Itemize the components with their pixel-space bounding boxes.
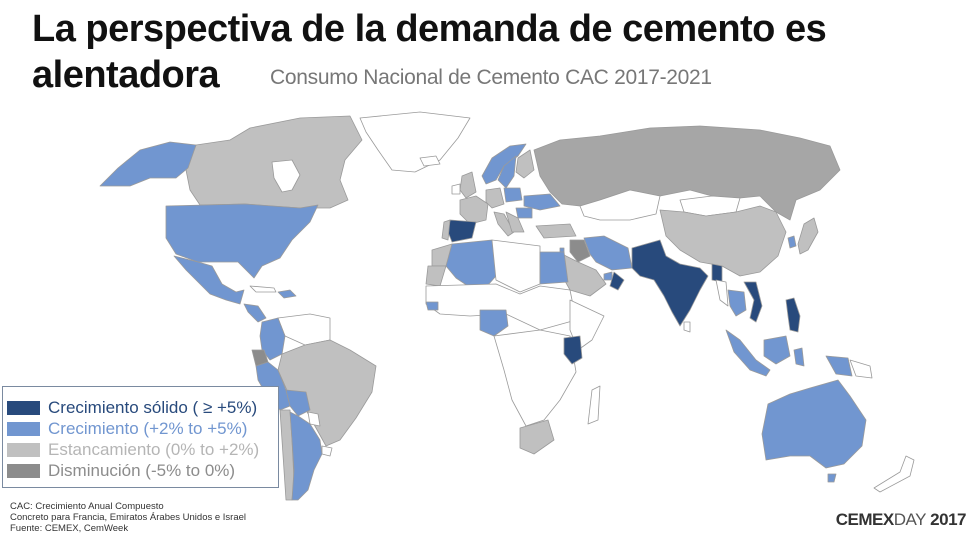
region-nigeria — [479, 309, 509, 337]
region-sri-lanka — [683, 321, 691, 333]
legend-label-growth: Crecimiento (+2% to +5%) — [48, 418, 248, 438]
region-oman — [609, 271, 625, 291]
legend-label-stagnation: Estancamiento (0% to +2%) — [48, 439, 260, 459]
footnote-cac: CAC: Crecimiento Anual Compuesto — [10, 501, 164, 512]
region-spain — [447, 219, 477, 243]
region-ireland — [451, 183, 461, 195]
region-finland — [515, 149, 535, 179]
region-south-korea — [787, 235, 797, 249]
region-venezuela — [277, 313, 331, 346]
region-colombia — [259, 317, 286, 361]
title-line-2: alentadora — [32, 54, 220, 96]
region-uruguay — [321, 445, 333, 457]
legend-swatch-decline — [7, 463, 40, 478]
region-mexico — [173, 255, 245, 305]
region-uae — [603, 271, 613, 281]
legend-label-solid-growth: Crecimiento sólido ( ≥ +5%) — [48, 397, 258, 417]
region-sahel — [425, 283, 577, 331]
region-kazakhstan — [579, 189, 661, 221]
region-sweden — [497, 155, 517, 189]
brand-year: 2017 — [925, 510, 966, 529]
title-line-1: La perspectiva de la demanda de cemento … — [32, 8, 827, 50]
region-myanmar — [715, 279, 729, 307]
region-hudson-bay — [271, 159, 301, 193]
region-italy — [493, 211, 515, 237]
legend-swatch-growth — [7, 421, 40, 436]
legend-item-growth: Crecimiento (+2% to +5%) — [7, 418, 278, 439]
region-malaysia-indonesia — [725, 329, 771, 377]
legend-label-decline: Disminución (-5% to 0%) — [48, 460, 236, 480]
region-borneo — [763, 335, 791, 365]
map-legend: Crecimiento sólido ( ≥ +5%) Crecimiento … — [2, 386, 279, 488]
region-sulawesi — [793, 347, 805, 367]
brand-logo: CEMEXDAY 2017 — [835, 510, 967, 530]
region-iraq — [569, 239, 591, 263]
region-australia — [761, 379, 867, 469]
region-alaska — [99, 141, 197, 187]
region-new-zealand — [873, 455, 915, 493]
region-france — [459, 195, 489, 225]
region-usa — [165, 203, 319, 279]
region-japan — [797, 217, 819, 255]
legend-item-stagnation: Estancamiento (0% to +2%) — [7, 439, 278, 460]
region-kenya — [563, 335, 583, 365]
region-norway — [481, 143, 527, 185]
region-turkey — [535, 223, 577, 239]
region-pakistan-india — [631, 239, 709, 327]
footnotes: CAC: Crecimiento Anual Compuesto Concret… — [10, 501, 246, 534]
region-balkans — [505, 211, 525, 233]
region-uk — [459, 171, 477, 199]
region-romania — [515, 207, 533, 219]
region-central-america — [243, 303, 267, 323]
region-bolivia — [285, 389, 311, 417]
region-south-africa — [519, 419, 555, 455]
region-paraguay — [307, 411, 321, 427]
legend-swatch-solid-growth — [7, 400, 40, 415]
region-germany — [485, 187, 505, 209]
region-argentina — [289, 411, 323, 501]
region-poland — [503, 187, 523, 203]
page-title: La perspectiva de la demanda de cemento … — [32, 6, 827, 98]
region-ukraine — [523, 193, 561, 211]
region-papua — [825, 355, 853, 377]
region-cuba — [249, 285, 277, 293]
region-iran — [583, 235, 633, 271]
region-western-sahara — [425, 265, 447, 287]
region-bangladesh — [711, 263, 723, 283]
legend-swatch-stagnation — [7, 442, 40, 457]
footnote-concrete: Concreto para Francia, Emiratos Árabes U… — [10, 512, 247, 523]
region-egypt — [539, 251, 569, 285]
region-iceland — [419, 155, 441, 167]
legend-item-decline: Disminución (-5% to 0%) — [7, 460, 278, 481]
region-portugal — [441, 219, 451, 241]
region-madagascar — [587, 385, 601, 425]
region-dominican-republic — [277, 289, 297, 299]
footnote-source: Fuente: CEMEX, CemWeek — [10, 523, 129, 534]
region-vietnam — [743, 281, 763, 323]
brand-day: DAY — [893, 510, 927, 529]
region-china — [659, 205, 787, 277]
region-greenland — [359, 111, 471, 173]
region-north-africa-other — [491, 239, 541, 293]
region-central-africa — [493, 329, 577, 427]
brand-cemex: CEMEX — [835, 510, 894, 529]
region-thailand — [727, 289, 747, 317]
world-map — [99, 111, 915, 501]
region-senegal — [425, 301, 439, 311]
map-subtitle: Consumo Nacional de Cemento CAC 2017-202… — [270, 66, 712, 89]
legend-item-solid-growth: Crecimiento sólido ( ≥ +5%) — [7, 397, 278, 418]
region-png — [849, 359, 873, 379]
region-philippines — [785, 297, 801, 333]
region-tasmania — [827, 473, 837, 483]
